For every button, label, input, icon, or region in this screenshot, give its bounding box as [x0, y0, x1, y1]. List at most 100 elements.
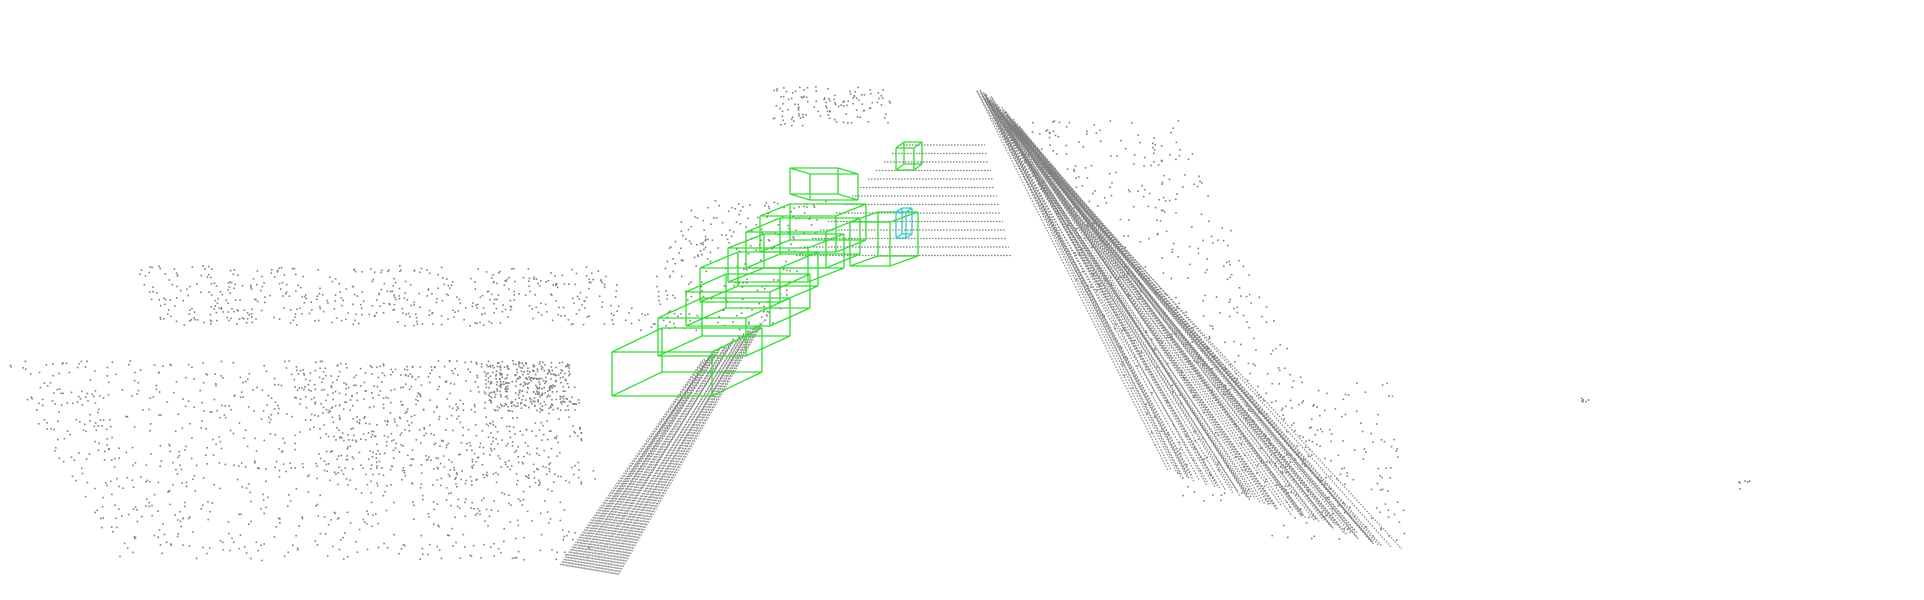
terrain-point [383, 282, 386, 285]
embankment-point [1154, 444, 1157, 446]
building-point [688, 313, 691, 315]
terrain-point [408, 430, 411, 432]
terrain-point [445, 293, 448, 295]
terrain-point [366, 510, 368, 512]
terrain-point [191, 266, 194, 268]
terrain-point [22, 367, 24, 369]
terrain-point [177, 533, 179, 535]
building-point [669, 321, 671, 323]
terrain-point [228, 319, 230, 322]
vegetation-point [376, 467, 378, 469]
vegetation-point [433, 434, 435, 436]
vegetation-point [309, 419, 312, 421]
embankment-point [1150, 329, 1152, 331]
terrain-point [339, 291, 341, 293]
terrain-point [413, 504, 415, 507]
terrain-point [514, 433, 516, 435]
terrain-point [427, 458, 429, 461]
embankment-point [1192, 459, 1194, 461]
vegetation-point [383, 374, 386, 377]
terrain-point [236, 478, 239, 481]
vegetation-point [452, 407, 454, 410]
terrain-point [550, 272, 552, 274]
vegetation-point [393, 388, 396, 391]
building-point [825, 200, 827, 203]
terrain-point [375, 513, 377, 515]
embankment-scan [1000, 115, 1316, 522]
vegetation-point [298, 387, 300, 390]
far-structure-point [802, 116, 804, 118]
terrain-point [443, 283, 446, 286]
terrain-point [591, 272, 593, 275]
building-point [739, 210, 742, 212]
terrain-point [31, 397, 33, 400]
terrain-point [263, 364, 265, 367]
embankment-point [1093, 124, 1096, 126]
embankment-point [1344, 393, 1347, 396]
vegetation-point [364, 415, 366, 418]
terrain-point [226, 316, 228, 319]
embankment-point [1343, 502, 1345, 505]
terrain-point [177, 413, 180, 416]
vegetation-point [534, 373, 537, 376]
vegetation-point [528, 474, 530, 476]
vegetation-point [343, 439, 345, 442]
terrain-point [97, 411, 99, 414]
terrain-point [406, 420, 409, 422]
embankment-point [1098, 283, 1101, 286]
embankment-point [1325, 514, 1327, 517]
car-bounding-box [745, 217, 861, 269]
embankment-point [1337, 454, 1340, 457]
terrain-point [257, 549, 259, 552]
terrain-point [380, 288, 383, 291]
vegetation-point [538, 484, 540, 486]
terrain-point [167, 309, 170, 311]
terrain-point [155, 388, 158, 391]
embankment-point [1291, 386, 1294, 389]
terrain-point [368, 313, 371, 316]
terrain-point [283, 555, 286, 558]
vegetation-point [410, 464, 413, 467]
terrain-point [437, 457, 440, 460]
embankment-point [1275, 400, 1277, 402]
vegetation-point [319, 367, 321, 369]
terrain-point [190, 318, 193, 321]
terrain-point [262, 493, 264, 496]
building-point [793, 207, 795, 209]
vegetation-point [337, 471, 339, 474]
terrain-point [477, 507, 479, 510]
terrain-point [250, 313, 253, 315]
terrain-point [582, 323, 585, 326]
terrain-point [129, 360, 131, 362]
terrain-point [297, 284, 300, 287]
vegetation-point [340, 454, 343, 457]
vegetation-point [500, 373, 503, 375]
embankment-point [1073, 207, 1076, 209]
embankment-point [1271, 382, 1273, 385]
terrain-point [335, 439, 337, 441]
vegetation-point [503, 405, 505, 407]
building-point [652, 323, 655, 325]
embankment-point [1156, 366, 1158, 368]
building-point [746, 278, 748, 281]
terrain-point [483, 407, 486, 409]
terrain-point [243, 309, 246, 311]
terrain-point [227, 521, 230, 523]
embankment-point [1301, 513, 1303, 516]
terrain-point [574, 283, 577, 286]
terrain-point [317, 269, 319, 271]
point-cloud [10, 86, 1751, 576]
embankment-scan [1016, 127, 1383, 548]
embankment-point [1213, 384, 1216, 387]
terrain-point [199, 389, 201, 392]
embankment-point [1267, 503, 1270, 505]
terrain-point [309, 379, 311, 382]
vegetation-point [407, 454, 409, 457]
terrain-point [275, 526, 277, 528]
embankment-point [1217, 387, 1220, 389]
terrain-point [588, 547, 590, 549]
terrain-point [503, 540, 505, 543]
embankment-point [1209, 474, 1211, 476]
